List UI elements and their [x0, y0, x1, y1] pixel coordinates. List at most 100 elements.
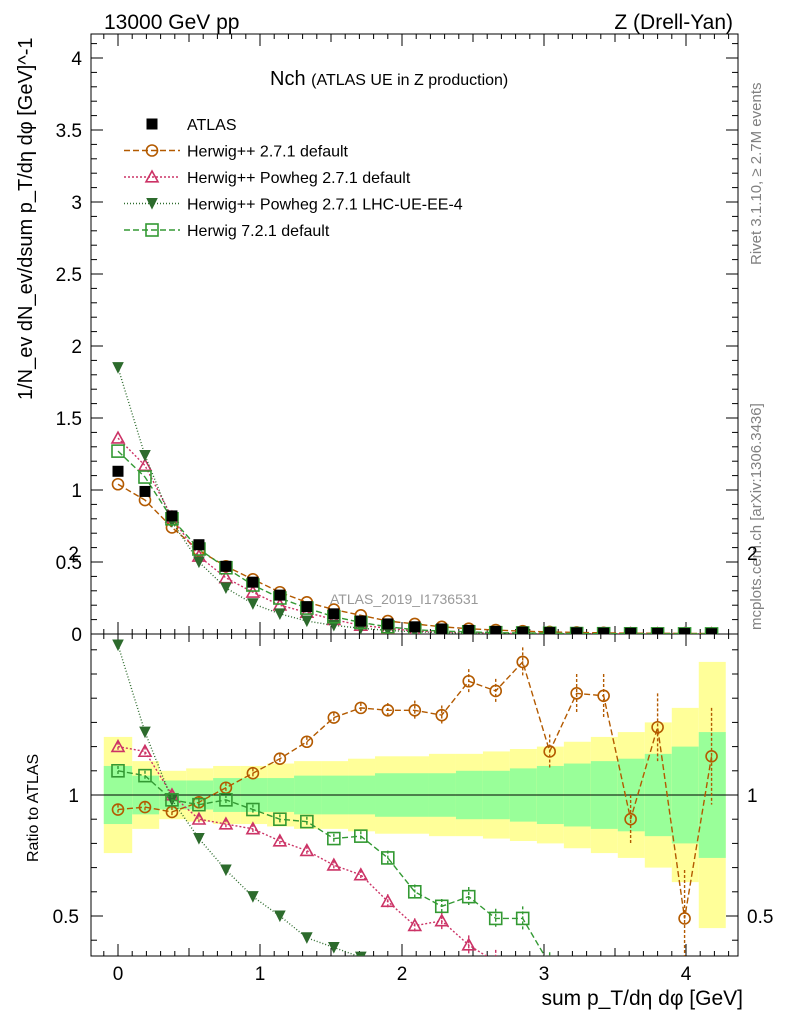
atlas-data-point — [652, 627, 664, 634]
header-right: Z (Drell-Yan) — [614, 11, 733, 34]
ratio-point-2 — [328, 941, 340, 954]
ratio-point-0 — [408, 703, 422, 717]
atlas-data-point — [517, 626, 529, 634]
ratio-point-3 — [571, 966, 583, 978]
x-tick-label: 4 — [681, 964, 692, 985]
main-panel-series — [110, 362, 719, 634]
ratio-point-3 — [515, 911, 530, 926]
ratio-point-0 — [489, 684, 503, 698]
ratio-point-1 — [137, 743, 153, 758]
y-tick-label: 3 — [71, 193, 82, 214]
ratio-point-3 — [138, 768, 152, 783]
ratio-point-3 — [354, 829, 368, 843]
atlas-data-point — [706, 628, 718, 634]
atlas-data-point — [166, 510, 178, 522]
ratio-point-3 — [327, 831, 341, 846]
ratio-point-0 — [624, 812, 637, 826]
ratio-point-1 — [380, 893, 396, 908]
ratio-point-0 — [138, 800, 152, 814]
ratio-point-2 — [274, 910, 286, 923]
ratio-point-0 — [381, 703, 395, 717]
ratio-point-3 — [461, 889, 476, 904]
ratio-point-2 — [518, 984, 528, 994]
ratio-point-3 — [111, 763, 125, 778]
atlas-data-point — [436, 623, 448, 634]
atlas-data-point — [463, 624, 475, 634]
series-point-3 — [138, 470, 152, 484]
ratio-point-1 — [434, 913, 450, 927]
y-tick-label: 1 — [71, 481, 82, 502]
ratio-point-1 — [245, 821, 261, 835]
series-point-3 — [111, 444, 125, 458]
series-point-2 — [328, 619, 340, 632]
legend-marker — [146, 118, 158, 130]
y-tick-label: 2.5 — [56, 265, 82, 286]
ratio-point-1 — [353, 867, 369, 881]
ratio-point-3 — [380, 851, 395, 865]
ratio-point-1 — [272, 833, 288, 847]
atlas-data-point — [247, 576, 259, 588]
rivet-label: Rivet 3.1.10, ≥ 2.7M events — [748, 83, 765, 266]
atlas-data-point — [220, 560, 232, 572]
atlas-data-point — [193, 539, 205, 551]
ratio-point-3 — [598, 971, 610, 983]
ratio-point-2 — [112, 639, 124, 652]
ratio-point-0 — [597, 689, 610, 703]
legend-label: ATLAS — [187, 117, 237, 134]
ratio-point-0 — [462, 674, 476, 688]
series-point-2 — [220, 582, 232, 595]
ratio-y-tick-label: 0.5 — [53, 907, 79, 928]
series-point-2 — [112, 362, 124, 374]
y-tick-label: 4 — [71, 49, 82, 70]
ratio-point-3 — [192, 797, 206, 812]
ratio-point-3 — [219, 793, 233, 807]
ratio-line-3 — [117, 770, 546, 956]
y-tick-label: 2 — [71, 337, 82, 358]
ratio-point-0 — [678, 912, 691, 925]
x-tick-label: 1 — [255, 964, 266, 985]
ratio-point-0 — [705, 749, 718, 763]
ratio-point-0 — [327, 711, 341, 724]
x-tick-label: 0 — [113, 964, 124, 985]
ratio-point-0 — [300, 735, 314, 749]
ratio-point-2 — [464, 976, 474, 986]
ratio-point-1 — [494, 954, 497, 956]
ratio-point-3 — [407, 884, 422, 899]
ratio-y-tick-label-right: 1 — [747, 786, 758, 807]
ratio-point-0 — [273, 752, 287, 766]
ratio-point-0 — [435, 708, 449, 722]
atlas-data-point — [112, 465, 124, 477]
ratio-point-0 — [516, 655, 530, 669]
ratio-point-1 — [571, 975, 583, 986]
ratio-point-2 — [410, 967, 420, 977]
atlas-data-point — [490, 625, 502, 634]
ratio-point-1 — [299, 843, 315, 857]
atlas-data-point — [274, 589, 286, 601]
series-point-2 — [301, 615, 313, 628]
series-point-2 — [193, 556, 205, 569]
ratio-point-1 — [517, 963, 529, 974]
ratio-point-3 — [488, 911, 503, 926]
ratio-point-0 — [111, 803, 125, 816]
y-axis-label-top: 1/N_ev dN_ev/dsum p_T/dη dφ [GeV]^-1 — [15, 37, 37, 400]
ratio-point-3 — [273, 812, 287, 827]
legend-label: Herwig 7.2.1 default — [187, 223, 330, 240]
ratio-point-3 — [246, 802, 260, 817]
ratio-point-2 — [383, 959, 393, 969]
atlas-data-point — [679, 628, 691, 634]
series-point-3 — [650, 627, 665, 634]
ratio-point-2 — [437, 972, 447, 982]
ratio-point-3 — [434, 899, 449, 914]
series-point-2 — [247, 598, 259, 610]
x-tick-label: 2 — [397, 964, 408, 985]
series-point-0 — [111, 477, 125, 491]
ratio-point-1 — [461, 937, 477, 951]
legend-label: Herwig++ Powheg 2.7.1 LHC-UE-EE-4 — [187, 197, 463, 214]
atlas-data-point — [625, 627, 637, 634]
ratio-point-2 — [491, 981, 501, 991]
y-axis-label-ratio: Ratio to ATLAS — [25, 754, 42, 862]
ratio-point-1 — [218, 816, 234, 830]
ratio-panel-series — [110, 639, 718, 994]
ratio-point-0 — [570, 687, 583, 700]
